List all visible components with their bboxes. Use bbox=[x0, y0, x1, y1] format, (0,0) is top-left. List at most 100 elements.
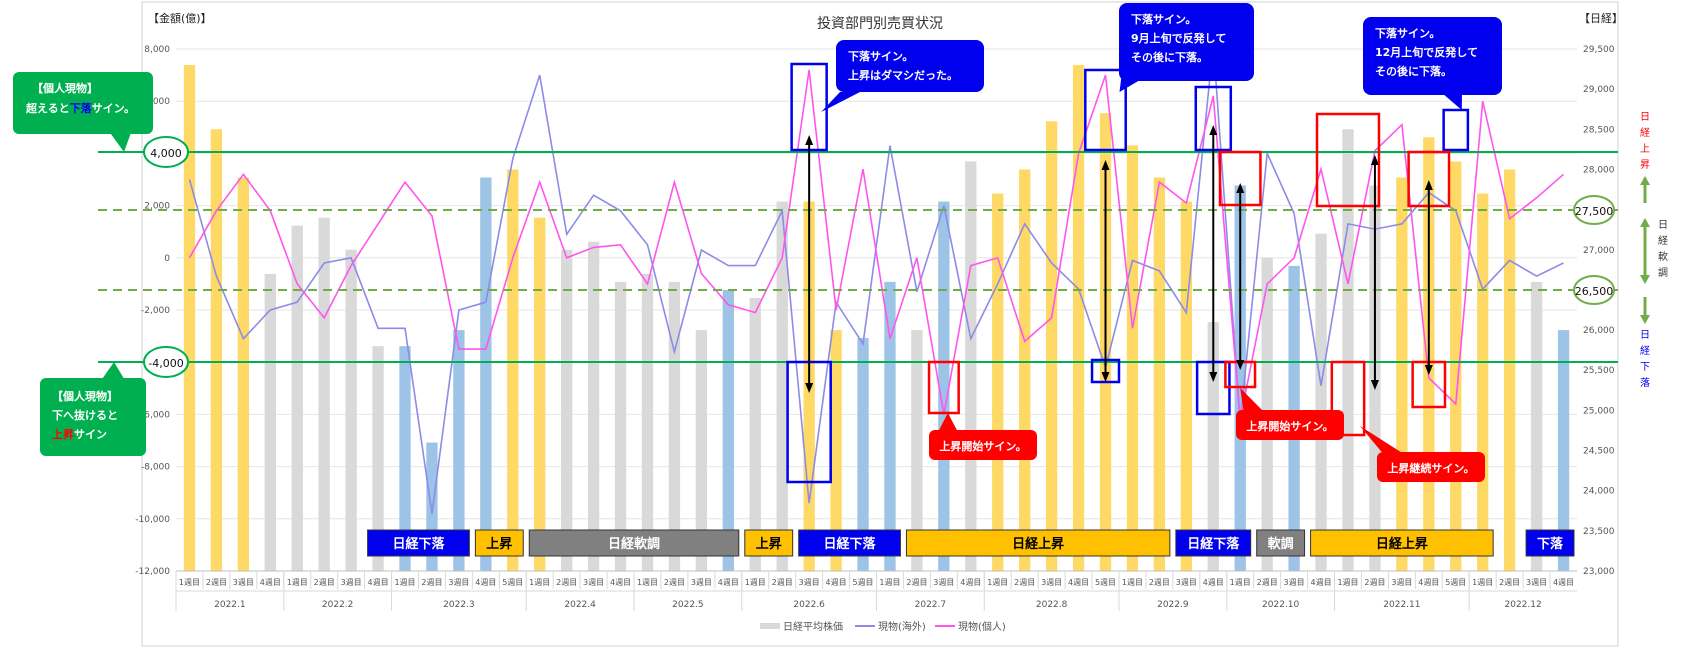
y-right-tick: 23,500 bbox=[1583, 527, 1615, 537]
bar-nikkei bbox=[695, 330, 708, 571]
arrow-head-down bbox=[805, 383, 814, 393]
bar-nikkei bbox=[587, 241, 600, 571]
x-tick-week: 3週目 bbox=[1526, 578, 1547, 587]
bar-nikkei bbox=[1557, 330, 1570, 571]
callout-personal-buy-signal: 【個人現物】 下へ抜けると 上昇サイン bbox=[40, 362, 146, 456]
arrow-head-up bbox=[1370, 155, 1379, 165]
x-tick-week: 4週目 bbox=[1068, 578, 1089, 587]
y-right-tick: 29,500 bbox=[1583, 45, 1615, 55]
x-tick-week: 5週目 bbox=[1445, 578, 1466, 587]
arrow-head-down bbox=[1209, 372, 1218, 382]
right-green-arrow-head bbox=[1640, 315, 1650, 324]
x-tick-week: 4週目 bbox=[1311, 578, 1332, 587]
legend-individual-label: 現物(個人) bbox=[958, 620, 1006, 633]
x-tick-week: 1週目 bbox=[745, 578, 766, 587]
x-tick-week: 2週目 bbox=[421, 578, 442, 587]
x-tick-week: 2週目 bbox=[206, 578, 227, 587]
x-tick-week: 4週目 bbox=[610, 578, 631, 587]
trend-label-box bbox=[905, 529, 1171, 557]
sell-callout-text: 下落サイン。 bbox=[848, 49, 913, 63]
trend-label-box bbox=[367, 529, 470, 557]
bar-nikkei bbox=[776, 201, 788, 572]
x-tick-week: 2週目 bbox=[1014, 578, 1035, 587]
x-tick-week: 1週目 bbox=[394, 578, 415, 587]
trend-label-text: 上昇 bbox=[756, 537, 782, 552]
right-vertical-label-char: 経 bbox=[1640, 344, 1650, 357]
arrow-head-up bbox=[1209, 125, 1218, 135]
trend-label-box bbox=[528, 529, 740, 557]
sell-callout-text: 下落サイン。 bbox=[1375, 26, 1440, 40]
trend-label-text: 上昇 bbox=[486, 537, 512, 552]
y-left-tick: 0 bbox=[164, 254, 170, 264]
x-tick-week: 5週目 bbox=[852, 578, 873, 587]
x-tick-week: 4週目 bbox=[718, 578, 739, 587]
x-tick-week: 1週目 bbox=[879, 578, 900, 587]
right-vertical-label-char: 調 bbox=[1658, 266, 1668, 279]
right-green-arrow-head bbox=[1640, 176, 1650, 185]
right-vertical-label-char: 経 bbox=[1640, 126, 1650, 139]
bar-nikkei bbox=[291, 225, 303, 571]
bar-nikkei bbox=[426, 442, 438, 571]
bar-nikkei bbox=[534, 217, 546, 571]
x-tick-week: 5週目 bbox=[1095, 578, 1116, 587]
bar-nikkei bbox=[857, 338, 869, 571]
sell-callout-text: 上昇はダマシだった。 bbox=[848, 68, 958, 82]
x-tick-week: 3週目 bbox=[233, 578, 254, 587]
buy-signal-box bbox=[1330, 360, 1366, 437]
right-vertical-label-char: 軟 bbox=[1658, 250, 1668, 263]
x-tick-month: 2022.3 bbox=[443, 600, 475, 610]
x-tick-week: 4週目 bbox=[826, 578, 847, 587]
trend-label-text: 下落 bbox=[1537, 536, 1564, 552]
signal-annotations: 下落サイン。上昇はダマシだった。下落サイン。9月上旬で反発してその後に下落。下落… bbox=[786, 3, 1502, 484]
bar-nikkei bbox=[1019, 169, 1031, 571]
legend-overseas-label: 現物(海外) bbox=[878, 620, 926, 633]
x-tick-week: 2週目 bbox=[1499, 578, 1520, 587]
x-tick-month: 2022.1 bbox=[214, 600, 246, 610]
x-tick-week: 3週目 bbox=[1284, 578, 1305, 587]
bar-nikkei bbox=[507, 169, 519, 571]
buy-signal-callout: 上昇開始サイン。 bbox=[1236, 388, 1344, 440]
y-left-tick: -8,000 bbox=[141, 463, 170, 473]
buy-callout-text: 上昇開始サイン。 bbox=[939, 439, 1026, 453]
y-left-tick: 2,000 bbox=[144, 202, 170, 212]
svg-text:超えると下落サイン。: 超えると下落サイン。 bbox=[25, 101, 135, 115]
buy-signal-box bbox=[1315, 112, 1381, 208]
x-tick-month: 2022.10 bbox=[1262, 600, 1299, 610]
sell-callout-text: 下落サイン。 bbox=[1131, 12, 1196, 26]
bar-nikkei bbox=[1342, 129, 1354, 572]
x-tick-week: 2週目 bbox=[1149, 578, 1170, 587]
trend-label-box bbox=[798, 529, 901, 557]
x-tick-week: 5週目 bbox=[502, 578, 523, 587]
x-tick-month: 2022.6 bbox=[793, 600, 825, 610]
upper-threshold-label: 4,000 bbox=[150, 147, 182, 160]
sell-signal-callout: 下落サイン。上昇はダマシだった。 bbox=[821, 40, 984, 112]
x-tick-week: 1週目 bbox=[529, 578, 550, 587]
legend-bar-swatch bbox=[760, 623, 780, 629]
x-tick-week: 3週目 bbox=[448, 578, 469, 587]
legend: 日経平均株価 現物(海外) 現物(個人) bbox=[760, 620, 1006, 633]
svg-text:【個人現物】: 【個人現物】 bbox=[52, 389, 118, 403]
x-tick-week: 1週目 bbox=[1230, 578, 1251, 587]
y-right-tick: 23,000 bbox=[1583, 567, 1615, 577]
bar-nikkei bbox=[1072, 65, 1085, 572]
y-right-tick: 25,500 bbox=[1583, 366, 1615, 376]
bar-nikkei bbox=[965, 161, 977, 571]
buy-signal-box bbox=[927, 360, 960, 415]
trend-label-box bbox=[744, 529, 794, 557]
right-vertical-label-char: 日 bbox=[1658, 220, 1668, 231]
y-right-axis-label: 【日経】 bbox=[1579, 12, 1623, 25]
buy-signal-callout: 上昇継続サイン。 bbox=[1359, 426, 1485, 482]
arrow-head-down bbox=[1101, 372, 1110, 382]
upper-threshold-marker bbox=[143, 136, 189, 168]
trend-label-text: 日経下落 bbox=[392, 536, 445, 552]
x-tick-week: 2週目 bbox=[314, 578, 335, 587]
trend-label-box bbox=[474, 529, 524, 557]
y-right-tick: 27,000 bbox=[1583, 246, 1615, 256]
arrow-head-down bbox=[1236, 360, 1245, 370]
trend-label-text: 日経上昇 bbox=[1012, 536, 1064, 552]
y-right-tick: 25,000 bbox=[1583, 406, 1615, 416]
x-tick-week: 2週目 bbox=[906, 578, 927, 587]
x-tick-week: 1週目 bbox=[1122, 578, 1143, 587]
